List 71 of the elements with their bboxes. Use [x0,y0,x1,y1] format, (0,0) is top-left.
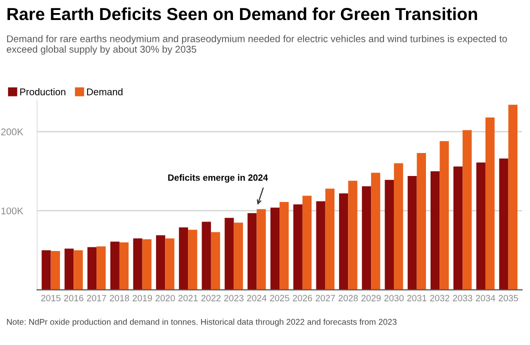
bar [256,209,266,290]
bar [165,238,174,290]
bar [248,213,257,290]
bar [178,227,188,290]
bar [270,208,280,290]
bar [508,104,518,290]
x-tick-label: 2015 [41,294,60,302]
bar [50,251,60,290]
bar [430,171,440,290]
bar [371,172,380,290]
y-tick-label: 100K [1,207,24,214]
x-tick-label: 2032 [430,294,450,302]
bar [384,180,394,290]
x-tick-label: 2017 [86,294,106,302]
chart-subtitle: Demand for rare earths neodymium and praseodymium needed for electric vehicles and wind turbines is expected to exceed global supply by about 30% by 2035 [6,35,507,55]
legend-label: Production [20,88,66,96]
bar [408,176,417,290]
x-tick-label: 2022 [201,294,221,302]
bar [156,235,166,290]
x-tick-label: 2019 [132,294,152,302]
bar [234,222,243,290]
x-tick-label: 2031 [407,294,426,302]
legend-label: Demand [87,88,122,96]
bar [394,163,404,290]
bar [142,239,152,290]
bar [119,242,129,290]
x-tick-label: 2020 [156,294,175,302]
x-tick-label: 2033 [452,294,472,302]
bar [64,248,74,290]
bar [339,193,348,290]
bar [462,130,472,290]
bar [416,153,426,290]
bar [293,204,302,290]
bar [210,232,220,290]
x-tick-label: 2021 [178,294,198,302]
chart-title: Rare Earth Deficits Seen on Demand for Green Transition [8,7,478,20]
text: Note: NdPr oxide production and demand in tonnes. Historical data through 2022 and forecasts from 2023 [7,318,397,326]
x-tick-label: 2024 [247,294,266,302]
x-tick-label: 2027 [316,294,335,302]
bar [87,247,97,290]
x-tick-label: 2028 [338,294,358,302]
bar [499,158,508,290]
bar [476,162,486,290]
bar [485,117,495,290]
bar [42,250,51,290]
y-tick-label: 200K [1,128,24,136]
bar [133,238,142,290]
bar [440,141,449,290]
bar [188,230,198,290]
bar [224,218,234,290]
bar [280,202,289,290]
bar [96,246,106,290]
x-tick-label: 2016 [64,294,84,302]
x-tick-label: 2035 [498,294,518,302]
bar [325,188,334,290]
bar [348,180,358,290]
x-tick-label: 2018 [110,294,130,302]
x-tick-label: 2025 [270,294,290,302]
bar [74,250,83,290]
x-tick-label: 2034 [476,294,496,302]
x-tick-label: 2029 [361,294,381,302]
x-tick-label: 2030 [384,294,404,302]
bar [202,222,211,290]
bar [302,196,312,290]
bar [316,201,326,290]
annotation: Deficits emerge in 2024 [168,174,268,183]
bar [110,242,120,290]
bar [362,186,372,290]
bar [453,166,463,290]
x-tick-label: 2026 [292,294,312,302]
x-tick-label: 2023 [224,294,244,302]
